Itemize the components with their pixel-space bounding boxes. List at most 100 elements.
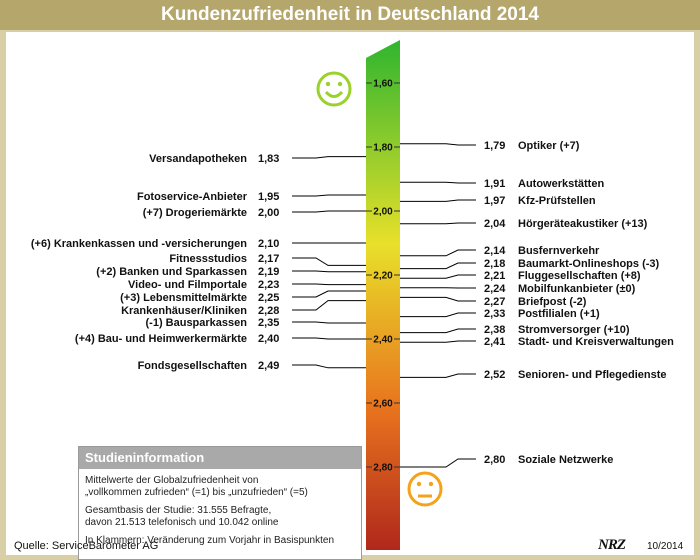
source-note: Quelle: ServiceBarometer AG bbox=[14, 540, 158, 552]
right-leader-line bbox=[400, 144, 476, 145]
right-category-label: Baumarkt-Onlineshops (-3) bbox=[518, 258, 660, 270]
right-category-label: Hörgeräteakustiker (+13) bbox=[518, 218, 648, 230]
right-value-label: 2,21 bbox=[484, 270, 505, 282]
study-line: davon 21.513 telefonisch und 10.042 onli… bbox=[79, 517, 361, 529]
right-category-label: Busfernverkehr bbox=[518, 245, 600, 257]
right-leader-line bbox=[400, 374, 476, 377]
right-category-label: Autowerkstätten bbox=[518, 178, 604, 190]
left-leader-line bbox=[292, 157, 366, 158]
right-category-label: Stromversorger (+10) bbox=[518, 324, 630, 336]
left-leader-line bbox=[292, 271, 366, 272]
right-value-label: 2,52 bbox=[484, 369, 505, 381]
left-value-label: 1,83 bbox=[258, 153, 279, 165]
left-category-label: Video- und Filmportale bbox=[128, 279, 247, 291]
left-category-label: (+6) Krankenkassen und -versicherungen bbox=[31, 238, 247, 250]
left-category-label: (+4) Bau- und Heimwerkermärkte bbox=[75, 333, 247, 345]
study-line: „vollkommen zufrieden“ (=1) bis „unzufri… bbox=[79, 487, 361, 499]
right-leader-line bbox=[400, 223, 476, 224]
scale-tick-label: 2,20 bbox=[373, 271, 393, 282]
left-value-label: 2,49 bbox=[258, 360, 279, 372]
right-value-label: 2,33 bbox=[484, 308, 505, 320]
left-category-label: Versandapotheken bbox=[149, 153, 247, 165]
right-category-label: Briefpost (-2) bbox=[518, 296, 587, 308]
right-leader-line bbox=[400, 200, 476, 201]
right-leader-line bbox=[400, 297, 476, 301]
left-category-label: (-1) Bausparkassen bbox=[146, 317, 248, 329]
nrz-logo: NRZ bbox=[598, 537, 625, 554]
chart-title: Kundenzufriedenheit in Deutschland 2014 bbox=[0, 0, 700, 30]
left-value-label: 1,95 bbox=[258, 191, 279, 203]
left-category-label: Krankenhäuser/Kliniken bbox=[121, 305, 247, 317]
left-leader-line bbox=[292, 195, 366, 196]
left-value-label: 2,10 bbox=[258, 238, 279, 250]
right-category-label: Postfilialen (+1) bbox=[518, 308, 600, 320]
happy-smiley-icon bbox=[318, 73, 350, 105]
sad-smiley-icon-eye bbox=[417, 482, 421, 486]
right-leader-line bbox=[400, 182, 476, 183]
publication-date: 10/2014 bbox=[647, 541, 683, 552]
scale-tick-label: 1,60 bbox=[373, 79, 393, 90]
study-line: Mittelwerte der Globalzufriedenheit von bbox=[79, 475, 361, 487]
right-category-label: Kfz-Prüfstellen bbox=[518, 195, 596, 207]
right-value-label: 1,79 bbox=[484, 140, 505, 152]
left-value-label: 2,40 bbox=[258, 333, 279, 345]
left-value-label: 2,17 bbox=[258, 253, 279, 265]
right-category-label: Mobilfunkanbieter (±0) bbox=[518, 283, 636, 295]
scale-tick-label: 2,40 bbox=[373, 335, 393, 346]
right-value-label: 1,91 bbox=[484, 178, 505, 190]
left-value-label: 2,25 bbox=[258, 292, 279, 304]
left-value-label: 2,35 bbox=[258, 317, 279, 329]
sad-smiley-icon bbox=[409, 473, 441, 505]
right-category-label: Senioren- und Pflegedienste bbox=[518, 369, 667, 381]
scale-tick-label: 2,80 bbox=[373, 463, 393, 474]
scale-tick-label: 2,00 bbox=[373, 207, 393, 218]
right-category-label: Stadt- und Kreisverwaltungen bbox=[518, 336, 674, 348]
left-leader-line bbox=[292, 365, 366, 368]
sad-smiley-icon-eye bbox=[429, 482, 433, 486]
scale-tick-label: 2,60 bbox=[373, 399, 393, 410]
scale-bar bbox=[366, 40, 400, 550]
left-category-label: Fondsgesellschaften bbox=[138, 360, 248, 372]
left-leader-line bbox=[292, 291, 366, 297]
right-value-label: 2,41 bbox=[484, 336, 505, 348]
right-value-label: 2,80 bbox=[484, 454, 505, 466]
right-category-label: Soziale Netzwerke bbox=[518, 454, 613, 466]
study-info-heading: Studieninformation bbox=[79, 447, 361, 469]
left-leader-line bbox=[292, 284, 366, 285]
right-value-label: 2,04 bbox=[484, 218, 506, 230]
left-value-label: 2,19 bbox=[258, 266, 279, 278]
left-category-label: (+3) Lebensmittelmärkte bbox=[120, 292, 247, 304]
left-category-label: (+7) Drogeriemärkte bbox=[143, 207, 247, 219]
right-leader-line bbox=[400, 275, 476, 278]
right-value-label: 2,27 bbox=[484, 296, 505, 308]
happy-smiley-icon-eye bbox=[338, 82, 342, 86]
right-category-label: Optiker (+7) bbox=[518, 140, 580, 152]
chart-panel: 1,60 1,80 2,00 2,20 2,40 2,60 2,80 Versandapoth… bbox=[6, 32, 694, 555]
right-leader-line bbox=[400, 459, 476, 467]
right-leader-line bbox=[400, 329, 476, 333]
scale-tick-label: 1,80 bbox=[373, 143, 393, 154]
left-value-label: 2,23 bbox=[258, 279, 279, 291]
left-category-label: Fotoservice-Anbieter bbox=[137, 191, 248, 203]
right-value-label: 2,38 bbox=[484, 324, 505, 336]
right-value-label: 2,18 bbox=[484, 258, 505, 270]
left-leader-line bbox=[292, 301, 366, 310]
left-category-label: (+2) Banken und Sparkassen bbox=[96, 266, 247, 278]
left-leader-line bbox=[292, 211, 366, 212]
right-leader-line bbox=[400, 263, 476, 269]
left-leader-line bbox=[292, 322, 366, 323]
left-value-label: 2,28 bbox=[258, 305, 279, 317]
left-value-label: 2,00 bbox=[258, 207, 279, 219]
right-value-label: 2,24 bbox=[484, 283, 506, 295]
study-line: Gesamtbasis der Studie: 31.555 Befragte, bbox=[79, 505, 361, 517]
left-category-label: Fitnessstudios bbox=[169, 253, 247, 265]
happy-smiley-icon-mouth bbox=[326, 92, 342, 97]
right-leader-line bbox=[400, 341, 476, 342]
right-leader-line bbox=[400, 313, 476, 317]
right-category-label: Fluggesellschaften (+8) bbox=[518, 270, 641, 282]
happy-smiley-icon-eye bbox=[326, 82, 330, 86]
left-leader-line bbox=[292, 258, 366, 265]
left-leader-line bbox=[292, 338, 366, 339]
right-value-label: 2,14 bbox=[484, 245, 506, 257]
